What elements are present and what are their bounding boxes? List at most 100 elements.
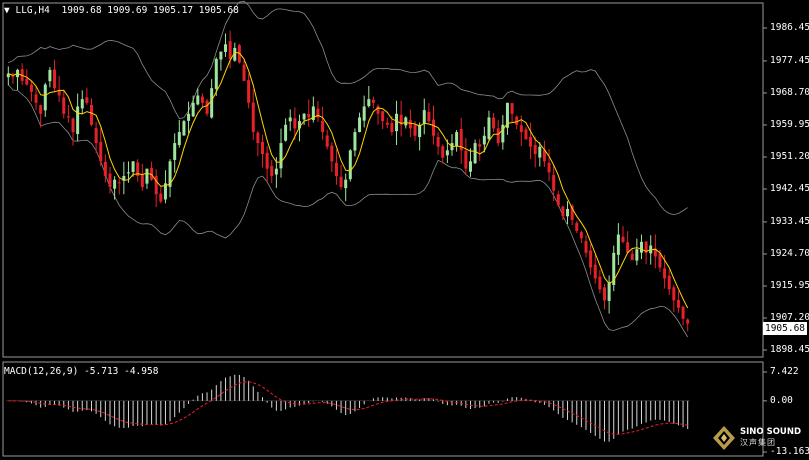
candle-body: [122, 176, 126, 181]
candle-body: [224, 44, 228, 52]
logo-sub: 汉声集团: [740, 438, 776, 447]
candle-body: [381, 111, 385, 122]
candle-body: [265, 152, 269, 169]
candle-body: [561, 206, 565, 217]
candle-body: [25, 78, 29, 85]
ohlc-values: 1909.68 1909.69 1905.17 1905.68: [61, 5, 239, 16]
candle-body: [90, 104, 93, 125]
macd-tick-label: 7.422: [770, 366, 799, 377]
price-tick-label: 1915.95: [770, 279, 809, 291]
candle-body: [584, 241, 588, 253]
sino-sound-logo: SINO SOUND 汉声集团: [710, 423, 805, 457]
candle-body: [270, 165, 274, 177]
candle-body: [103, 161, 107, 177]
candle-body: [413, 125, 417, 136]
candle-body: [566, 208, 570, 217]
price-tick-label: 1968.70: [770, 86, 809, 98]
candle-body: [150, 168, 154, 180]
candle-body: [510, 103, 514, 114]
candle-body: [667, 275, 671, 290]
candle-body: [635, 249, 639, 261]
candle-body: [187, 113, 191, 121]
candle-body: [339, 176, 343, 187]
candle-body: [445, 150, 449, 156]
candle-body: [658, 253, 662, 268]
main-header: ▼ LLG,H4 1909.68 1909.69 1905.17 1905.68: [4, 5, 239, 16]
collapse-arrow-icon[interactable]: ▼: [4, 5, 10, 16]
candle-body: [362, 106, 366, 121]
candle-body: [515, 116, 519, 125]
candle-body: [519, 125, 523, 133]
candle-body: [533, 144, 537, 155]
candle-body: [556, 194, 560, 206]
candle-body: [427, 111, 431, 122]
candle-body: [353, 132, 357, 151]
candle-body: [34, 94, 38, 103]
candle-body: [616, 234, 620, 255]
price-tick-label: 1986.45: [770, 21, 809, 33]
candle-body: [371, 99, 375, 103]
bollinger-upper-band: [8, 0, 688, 216]
candle-body: [57, 90, 61, 96]
candle-body: [676, 299, 680, 308]
candle-body: [436, 136, 440, 147]
candle-body: [66, 116, 70, 118]
candle-body: [390, 123, 394, 133]
candle-body: [307, 114, 311, 118]
candle-body: [219, 51, 223, 60]
current-price-label: 1905.68: [763, 322, 807, 335]
candle-body: [459, 129, 463, 151]
macd-signal-line: [8, 381, 688, 435]
candle-body: [344, 179, 348, 189]
moving-average-line: [8, 51, 689, 309]
price-tick-label: 1907.20: [770, 311, 809, 323]
candle-body: [163, 183, 167, 200]
candle-body: [126, 172, 130, 174]
candle-body: [228, 41, 232, 59]
candle-body: [455, 132, 459, 147]
candle-body: [168, 161, 172, 187]
candle-body: [94, 128, 98, 144]
price-tick-label: 1959.95: [770, 118, 809, 130]
candle-body: [681, 306, 685, 319]
logo-name: SINO SOUND: [740, 427, 802, 437]
candle-body: [80, 99, 84, 109]
candle-body: [496, 128, 500, 144]
candle-body: [6, 73, 10, 78]
candle-body: [607, 282, 611, 301]
candle-body: [330, 145, 334, 162]
candle-body: [191, 102, 195, 117]
price-tick-label: 1977.45: [770, 54, 809, 66]
candle-body: [441, 146, 445, 158]
candle-body: [547, 162, 551, 173]
candle-body: [432, 119, 435, 136]
candle-body: [653, 248, 657, 257]
candle-body: [214, 58, 218, 89]
candle-body: [154, 176, 158, 195]
candle-body: [589, 250, 593, 268]
candle-body: [53, 69, 57, 89]
candle-body: [367, 99, 371, 107]
candle-body: [76, 106, 80, 135]
candle-body: [293, 118, 297, 129]
candle-body: [663, 268, 667, 279]
candle-body: [473, 143, 477, 164]
candle-body: [358, 117, 362, 133]
candle-body: [173, 143, 177, 160]
candle-body: [85, 97, 89, 103]
candle-body: [11, 76, 15, 78]
price-tick-label: 1933.45: [770, 215, 809, 227]
candle-body: [117, 182, 121, 184]
candle-body: [376, 106, 380, 114]
candle-body: [579, 232, 583, 239]
bollinger-lower-band: [7, 84, 689, 338]
candle-body: [297, 121, 301, 129]
candle-body: [242, 64, 246, 81]
candle-body: [487, 117, 491, 140]
candle-body: [200, 96, 204, 103]
candle-body: [302, 113, 306, 120]
candle-body: [274, 168, 278, 175]
price-tick-label: 1898.45: [770, 344, 809, 355]
